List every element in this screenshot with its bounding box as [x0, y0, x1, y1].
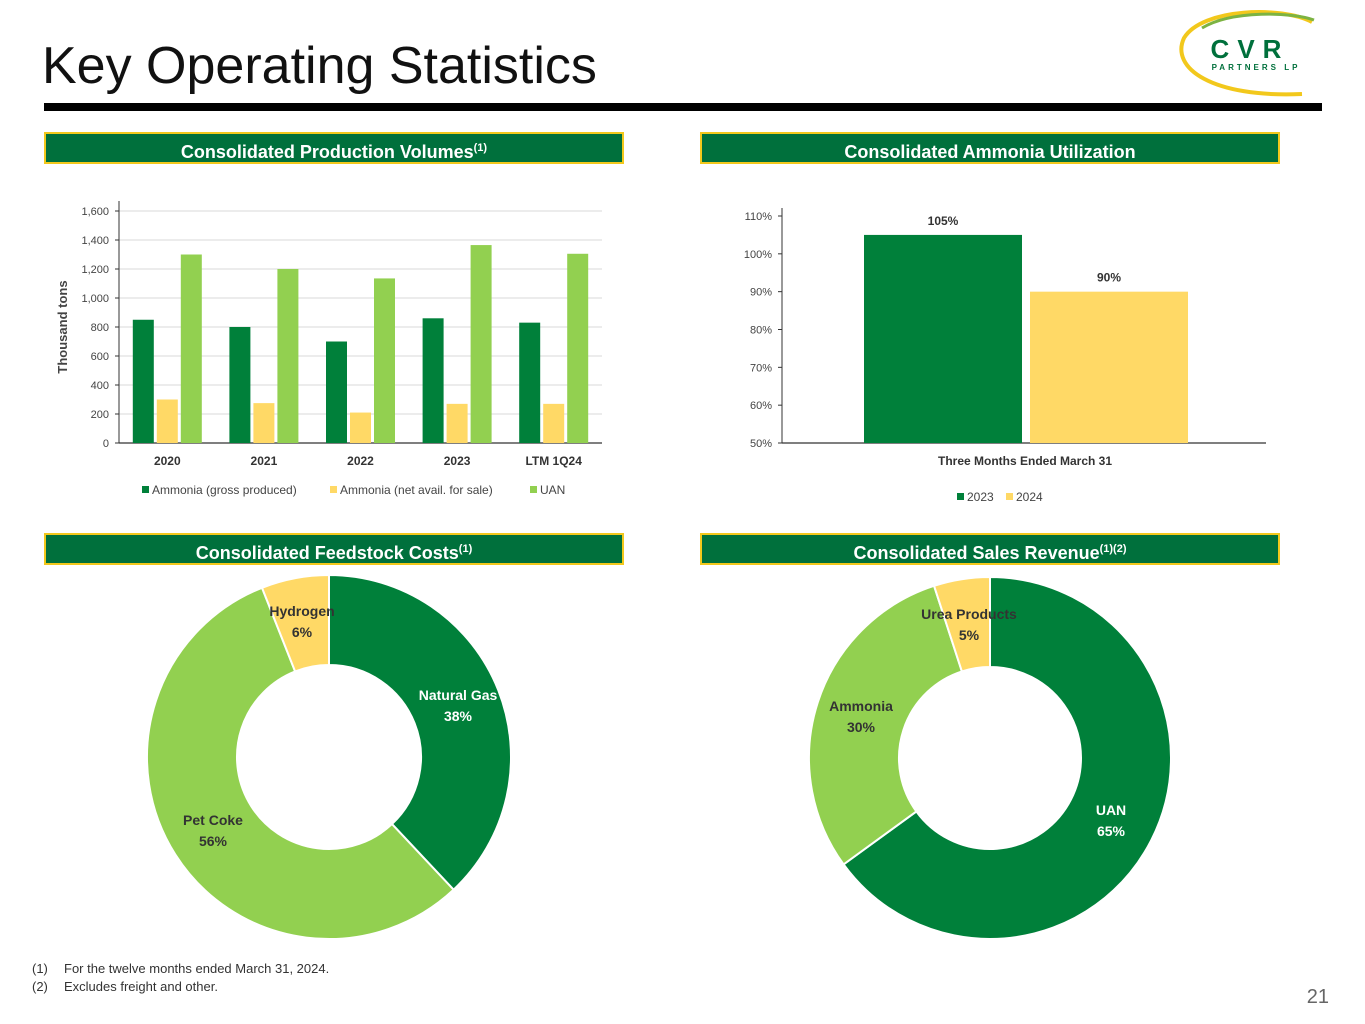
- bar-ammonia-gross-produced-2022: [326, 341, 347, 443]
- x-tick-label: 2023: [444, 454, 471, 468]
- legend-swatch-uan: [530, 486, 537, 493]
- y-axis-label: Thousand tons: [55, 280, 70, 373]
- page-number: 21: [1306, 986, 1329, 1008]
- utilization-panel-title: Consolidated Ammonia Utilization: [844, 142, 1136, 162]
- slice-value-natural-gas: 38%: [444, 708, 473, 724]
- y-tick-label: 80%: [750, 325, 772, 337]
- footnote-text: Excludes freight and other.: [64, 979, 218, 994]
- y-tick-label: 90%: [750, 287, 772, 299]
- legend-label-ammonia-gross-produced: Ammonia (gross produced): [152, 483, 297, 497]
- bar-uan-2022: [374, 278, 395, 443]
- slice-name-urea-products: Urea Products: [921, 606, 1017, 622]
- feedstock-panel-sup: (1): [458, 543, 473, 555]
- legend-swatch-ammonia-net-avail-for-sale: [330, 486, 337, 493]
- y-tick-label: 1,000: [81, 293, 109, 305]
- x-tick-label: LTM 1Q24: [525, 454, 582, 468]
- y-tick-label: 110%: [745, 211, 773, 223]
- slice-value-urea-products: 5%: [959, 627, 980, 643]
- bar-ammonia-gross-produced-2023: [422, 318, 444, 443]
- y-tick-label: 60%: [750, 400, 772, 412]
- y-tick-label: 100%: [744, 249, 772, 261]
- bar-2024: [1030, 291, 1188, 443]
- slice-hydrogen: [260, 573, 330, 673]
- y-tick-label: 70%: [750, 362, 772, 374]
- slice-value-ammonia: 30%: [847, 719, 876, 735]
- footnote-text: For the twelve months ended March 31, 20…: [64, 961, 330, 976]
- legend-label-2023: 2023: [967, 490, 994, 504]
- sales-revenue-donut: UAN 65% Ammonia 30% Urea Products 5%: [808, 575, 1172, 940]
- logo-main-text: CVR: [1211, 34, 1290, 64]
- footnote-2: (2) Excludes freight and other.: [32, 978, 329, 996]
- x-tick-label: 2022: [347, 454, 374, 468]
- bar-ammonia-net-avail-for-sale-2022: [350, 412, 371, 443]
- feedstock-panel-header: Consolidated Feedstock Costs(1): [44, 533, 624, 565]
- slice-value-hydrogen: 6%: [292, 624, 313, 640]
- revenue-panel-header: Consolidated Sales Revenue(1)(2): [700, 533, 1280, 565]
- revenue-panel-title: Consolidated Sales Revenue: [853, 543, 1100, 563]
- footnote-number: (2): [32, 979, 48, 994]
- slice-value-pet-coke: 56%: [199, 833, 228, 849]
- legend-swatch-ammonia-gross-produced: [142, 486, 149, 493]
- bar-2023: [864, 234, 1022, 443]
- ammonia-utilization-chart: 50% 60% 70% 80% 90% 100% 110% 105% 90% Three Mont…: [744, 208, 1266, 504]
- slice-name-uan: UAN: [1096, 802, 1126, 818]
- production-panel-header: Consolidated Production Volumes(1): [44, 132, 624, 164]
- y-tick-label: 600: [91, 351, 109, 363]
- bar-uan-2020: [180, 254, 202, 443]
- utilization-panel-header: Consolidated Ammonia Utilization: [700, 132, 1280, 164]
- legend-swatch-2023: [957, 493, 964, 500]
- footnote-1: (1) For the twelve months ended March 31…: [32, 960, 329, 978]
- revenue-panel-sup: (1)(2): [1099, 543, 1127, 555]
- slice-name-natural-gas: Natural Gas: [419, 687, 498, 703]
- legend-label-uan: UAN: [540, 483, 565, 497]
- legend-swatch-2024: [1006, 493, 1013, 500]
- slice-natural-gas: [328, 573, 512, 892]
- y-tick-label: 400: [91, 380, 109, 392]
- slide-title: Key Operating Statistics: [42, 37, 597, 95]
- legend-label-ammonia-net-avail-for-sale: Ammonia (net avail. for sale): [340, 483, 493, 497]
- production-volumes-chart: 0 200 400 600 800 1,000 1,200 1,400 1,600 Thousan…: [55, 201, 602, 497]
- bar-ammonia-gross-produced-2020: [132, 319, 154, 443]
- data-label-2024: 90%: [1097, 271, 1121, 285]
- slice-ammonia: [808, 584, 964, 866]
- bar-uan-2023: [470, 245, 492, 443]
- y-tick-label: 0: [103, 438, 109, 450]
- slice-name-ammonia: Ammonia: [829, 698, 893, 714]
- bar-ammonia-net-avail-for-sale-2021: [253, 403, 275, 443]
- bar-ammonia-gross-produced-2021: [229, 327, 251, 443]
- legend-label-2024: 2024: [1016, 490, 1043, 504]
- x-tick-label: 2021: [251, 454, 278, 468]
- logo-sub-text: PARTNERS LP: [1212, 63, 1301, 72]
- feedstock-panel-title: Consolidated Feedstock Costs: [195, 543, 459, 563]
- y-tick-label: 800: [91, 322, 109, 334]
- y-tick-label: 1,200: [81, 264, 109, 276]
- y-tick-label: 1,600: [81, 206, 109, 218]
- footnote-number: (1): [32, 961, 48, 976]
- production-panel-sup: (1): [473, 142, 488, 154]
- slice-uan: [842, 575, 1172, 940]
- slice-pet-coke: [146, 586, 456, 940]
- slice-value-uan: 65%: [1097, 823, 1126, 839]
- footnotes: (1) For the twelve months ended March 31…: [32, 960, 329, 996]
- data-label-2023: 105%: [928, 214, 959, 228]
- slice-name-pet-coke: Pet Coke: [183, 812, 243, 828]
- y-tick-label: 50%: [750, 438, 772, 450]
- cvr-logo: CVR PARTNERS LP: [1179, 10, 1315, 97]
- bar-uan-2021: [277, 269, 299, 443]
- y-tick-label: 1,400: [81, 235, 109, 247]
- slice-urea-products: [932, 575, 991, 673]
- bar-ammonia-net-avail-for-sale-ltm-1q24: [543, 403, 565, 443]
- bar-ammonia-net-avail-for-sale-2020: [156, 399, 178, 443]
- x-tick-label: 2020: [154, 454, 181, 468]
- slice-name-hydrogen: Hydrogen: [269, 603, 334, 619]
- title-rule: [44, 103, 1322, 111]
- bar-uan-ltm-1q24: [567, 253, 589, 443]
- y-tick-label: 200: [91, 409, 109, 421]
- bar-ammonia-gross-produced-ltm-1q24: [519, 322, 541, 443]
- bar-ammonia-net-avail-for-sale-2023: [446, 403, 468, 443]
- production-panel-title: Consolidated Production Volumes: [180, 142, 474, 162]
- feedstock-costs-donut: Natural Gas 38% Pet Coke 56% Hydrogen 6%: [146, 573, 512, 940]
- x-tick-label: Three Months Ended March 31: [938, 454, 1112, 468]
